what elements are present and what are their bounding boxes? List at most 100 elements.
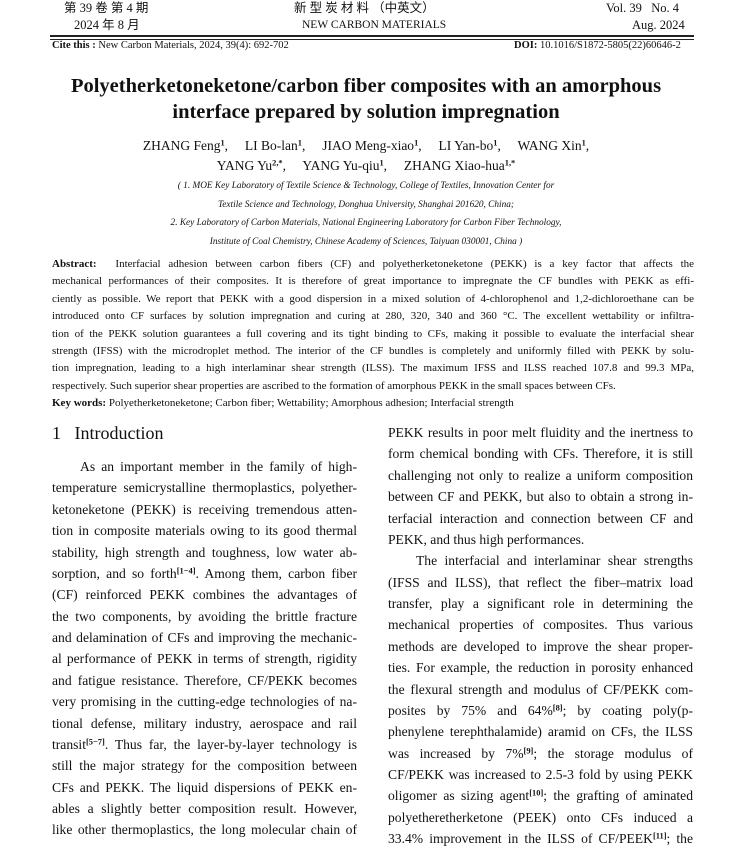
text-segment: ; the storage modulus of xyxy=(533,745,693,761)
abstract-text: tion impregnation, leading to a high int… xyxy=(52,362,694,375)
abstract-line: tion impregnation, leading to a high int… xyxy=(52,360,694,377)
author: YANG Yu-qiu1, xyxy=(302,158,404,173)
text-line: was increased by 7%[9]; the storage modu… xyxy=(388,743,693,764)
text-segment: mechanical properties of composites. Thu… xyxy=(388,617,693,633)
citation-reference: [8] xyxy=(552,702,563,713)
section-heading: 1 Introduction xyxy=(52,423,164,443)
author-name: LI Yan-bo xyxy=(438,138,494,153)
author-name: YANG Yu-qiu xyxy=(302,158,380,173)
text-segment: As an important member in the family of … xyxy=(80,459,357,474)
author-affiliation-mark: 1 xyxy=(581,138,586,148)
author-affiliation-mark: 1 xyxy=(379,158,384,168)
text-line: transit[5−7]. Thus far, the layer-by-lay… xyxy=(52,734,357,755)
volume-issue-cn: 第 39 卷 第 4 期 xyxy=(64,1,149,15)
author: WANG Xin1, xyxy=(517,138,590,153)
text-line: ables a slightly better composition resu… xyxy=(52,798,357,819)
text-line: al performance of PEKK in terms of stren… xyxy=(52,648,357,669)
affiliation-line: Textile Science and Technology, Donghua … xyxy=(217,199,514,210)
author-name: ZHANG Feng xyxy=(142,138,221,153)
abstract-line: mechanical performances of their composi… xyxy=(52,273,694,290)
text-segment: tion in composite materials owing to its… xyxy=(52,523,357,539)
citation: Cite this : New Carbon Materials, 2024, … xyxy=(52,40,289,51)
citation-reference: [1−4] xyxy=(176,565,196,576)
author-affiliation-mark: 2,* xyxy=(272,158,283,168)
abstract-line: Abstract: Interfacial adhesion between c… xyxy=(52,256,694,273)
doi-label: DOI: xyxy=(514,40,538,51)
text-line: terfacial interaction and connection bet… xyxy=(388,508,693,529)
author-row: YANG Yu2,*, YANG Yu-qiu1, ZHANG Xiao-hua… xyxy=(40,156,692,176)
text-segment: ketoneketone (PEKK) is receiving tremend… xyxy=(52,501,357,517)
text-line: As an important member in the family of … xyxy=(52,456,357,477)
journal-name-cn: 新 型 炭 材 料 （中英文） xyxy=(294,1,435,15)
text-line: CFs and PEKK. The liquid dispersions of … xyxy=(52,777,357,798)
text-line: polyetheretherketone (PEEK) onto CFs ind… xyxy=(388,807,693,828)
author-row: ZHANG Feng1, LI Bo-lan1, JIAO Meng-xiao1… xyxy=(40,136,692,156)
text-segment: 33.4% improvement in the ILSS of CF/PEEK xyxy=(388,831,653,847)
author-list: ZHANG Feng1, LI Bo-lan1, JIAO Meng-xiao1… xyxy=(40,136,692,176)
doi-text: 10.1016/S1872-5805(22)60646-2 xyxy=(537,40,681,51)
text-segment: (IFSS and ILSS), that reflect the fiber–… xyxy=(388,574,693,590)
abstract-text: introduced onto CF surfaces by solution … xyxy=(52,310,694,323)
text-segment: very promising in the cutting-edge techn… xyxy=(52,694,357,710)
abstract-line: strength (IFSS) with the microdroplet me… xyxy=(52,343,694,360)
text-line: still the major strategy for the composi… xyxy=(52,755,357,776)
citation-reference: [10] xyxy=(529,787,544,798)
text-line: ketoneketone (PEKK) is receiving tremend… xyxy=(52,499,357,520)
text-segment: CF/PEKK was increased to 2.5-3 fold by u… xyxy=(388,767,693,782)
text-segment: the flexural strength and modulus of CF/… xyxy=(388,681,693,697)
author-affiliation-mark: 1 xyxy=(414,138,419,148)
text-segment: the two components, by avoiding the brit… xyxy=(52,608,357,624)
text-line: ties. For example, the reduction in poro… xyxy=(388,657,693,678)
abstract-text: Interfacial adhesion between carbon fibe… xyxy=(115,258,695,270)
cite-label: Cite this : xyxy=(52,40,96,51)
article-title: Polyetherketoneketone/carbon fiber compo… xyxy=(40,73,692,125)
author: ZHANG Feng1, xyxy=(142,138,245,153)
text-segment: methods are developed to improve the she… xyxy=(388,638,693,654)
text-line: like other thermoplastics, the long mole… xyxy=(52,819,357,840)
text-segment: still the major strategy for the composi… xyxy=(52,758,357,774)
text-segment: between CF and PEKK, but also to obtain … xyxy=(388,489,693,505)
text-line: (CF) reinforced PEKK combines the advant… xyxy=(52,584,357,605)
text-line: 33.4% improvement in the ILSS of CF/PEEK… xyxy=(388,828,693,849)
header-rule-thin xyxy=(50,39,694,40)
affiliation-line: 2. Key Laboratory of Carbon Materials, N… xyxy=(170,218,562,228)
doi: DOI: 10.1016/S1872-5805(22)60646-2 xyxy=(514,40,681,51)
text-segment: stability, high strength and toughness, … xyxy=(52,544,357,560)
text-line: CF/PEKK was increased to 2.5-3 fold by u… xyxy=(388,764,693,785)
text-segment: polyetheretherketone (PEEK) onto CFs ind… xyxy=(388,809,693,825)
text-line: stability, high strength and toughness, … xyxy=(52,542,357,563)
text-segment: . Thus far, the layer-by-layer technolog… xyxy=(104,736,357,752)
text-segment: and fatigue resistance. Therefore, CF/PE… xyxy=(52,672,357,688)
author: YANG Yu2,*, xyxy=(216,158,303,173)
date-cn: 2024 年 8 月 xyxy=(74,18,140,32)
text-line: challenging not only to realize a unifor… xyxy=(388,465,693,486)
abstract-text: strength (IFSS) with the microdroplet me… xyxy=(52,345,694,358)
abstract: Abstract: Interfacial adhesion between c… xyxy=(52,256,694,413)
text-segment: The interfacial and interlaminar shear s… xyxy=(416,553,693,569)
author-affiliation-mark: 1 xyxy=(297,138,302,148)
abstract-text: mechanical performances of their composi… xyxy=(52,275,694,288)
author-name: WANG Xin xyxy=(517,138,582,153)
text-line: The interfacial and interlaminar shear s… xyxy=(388,550,693,571)
citation-reference: [5−7] xyxy=(85,736,105,747)
text-line: posites by 75% and 64%[8]; by coating po… xyxy=(388,700,693,721)
text-segment: . Among them, carbon fiber xyxy=(195,565,358,581)
text-segment: tional defense, military industry, aeros… xyxy=(52,715,357,731)
text-line: very promising in the cutting-edge techn… xyxy=(52,691,357,712)
text-segment: posites by 75% and 64% xyxy=(388,702,553,718)
text-line: methods are developed to improve the she… xyxy=(388,636,693,657)
journal-name-en: NEW CARBON MATERIALS xyxy=(302,19,447,31)
text-segment: ; by coating poly(p- xyxy=(562,702,693,718)
text-segment: phenylene terephthalamide) aramid on CFs… xyxy=(388,724,693,740)
abstract-line: respectively. Such superior shear proper… xyxy=(52,378,694,395)
abstract-text: ciently as possible. We report that PEKK… xyxy=(52,292,694,305)
left-column: As an important member in the family of … xyxy=(52,456,357,841)
text-line: form chemical bonding with CFs. Therefor… xyxy=(388,443,693,464)
author: ZHANG Xiao-hua1,* xyxy=(404,158,515,173)
author: LI Bo-lan1, xyxy=(244,138,323,153)
author: LI Yan-bo1, xyxy=(438,138,518,153)
text-segment: challenging not only to realize a unifor… xyxy=(388,467,693,483)
text-segment: (CF) reinforced PEKK combines the advant… xyxy=(52,587,357,603)
text-segment: ables a slightly better composition resu… xyxy=(52,801,357,816)
text-segment: oligomer as sizing agent xyxy=(388,788,530,804)
